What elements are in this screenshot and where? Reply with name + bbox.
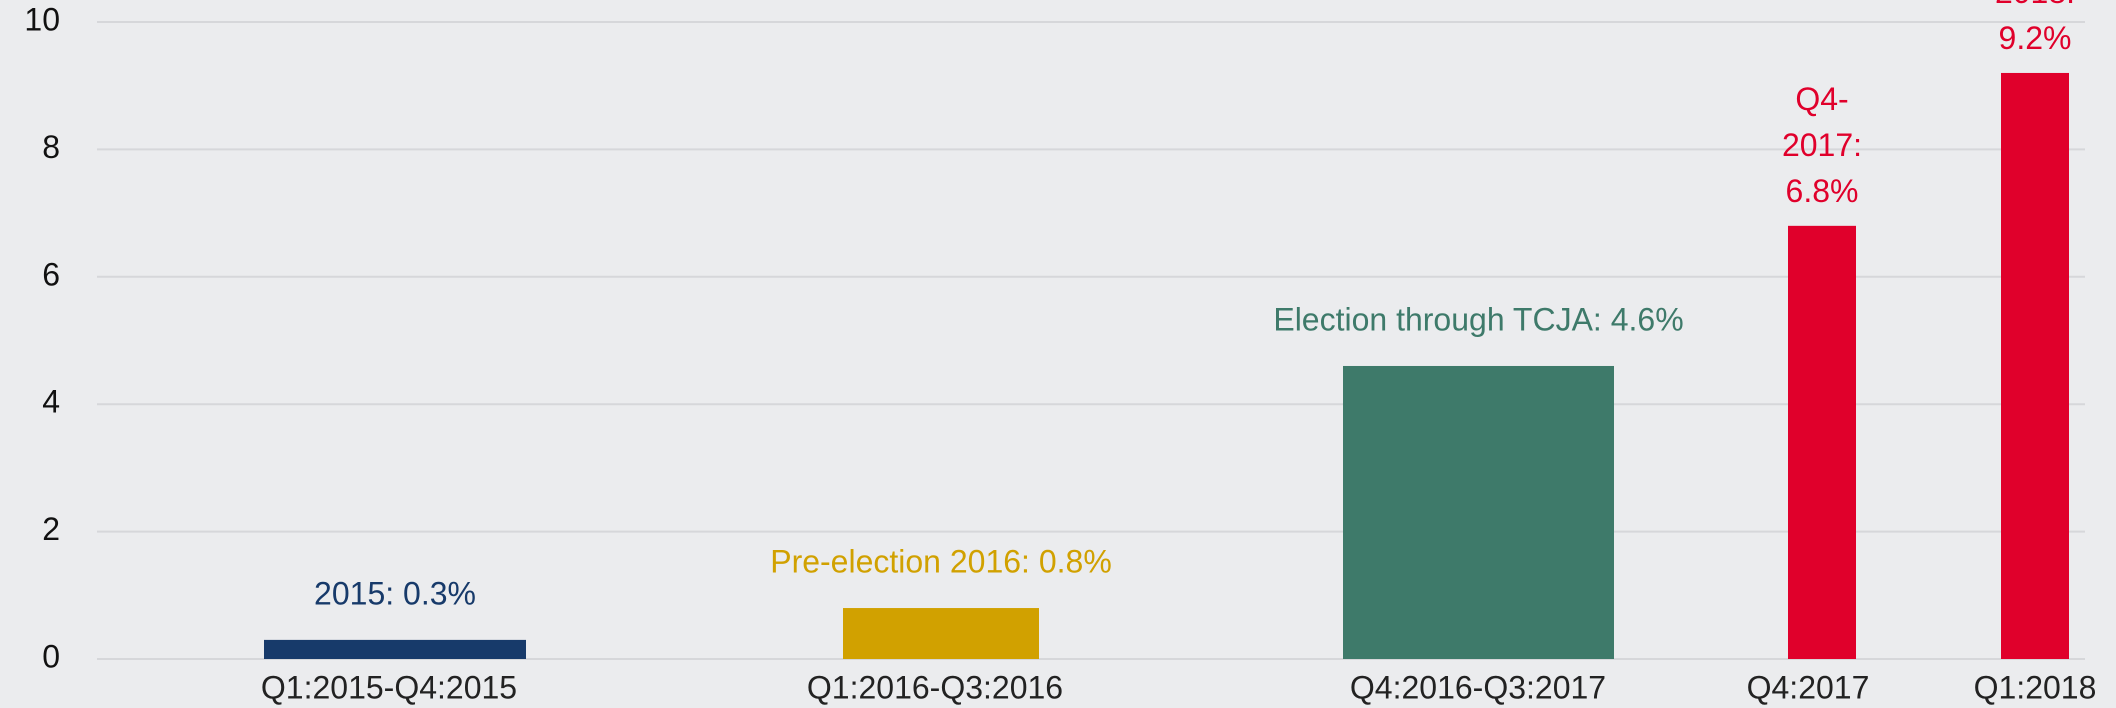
x-tick-label: Q1:2018 xyxy=(1974,669,2097,705)
y-tick-label: 10 xyxy=(24,1,60,37)
data-label: 2015: 0.3% xyxy=(314,575,476,611)
data-label-line: 2018: xyxy=(1995,0,2075,10)
data-label-line: 2017: xyxy=(1782,127,1862,163)
data-label: Q1-2018:9.2% xyxy=(1995,0,2075,56)
data-label-line: Q4- xyxy=(1795,81,1848,117)
y-tick-label: 6 xyxy=(42,256,60,292)
x-tick-label: Q4:2017 xyxy=(1747,669,1870,705)
bar xyxy=(264,639,526,659)
data-label: Election through TCJA: 4.6% xyxy=(1273,301,1683,337)
y-tick-label: 2 xyxy=(42,511,60,547)
bar xyxy=(843,608,1039,659)
y-tick-label: 4 xyxy=(42,384,60,420)
y-tick-label: 0 xyxy=(42,638,60,674)
data-label-line: 6.8% xyxy=(1786,173,1859,209)
bar xyxy=(1343,365,1614,659)
data-label: Q4- 2017: 6.8% xyxy=(1782,81,1862,209)
x-tick-label: Q1:2016-Q3:2016 xyxy=(807,669,1063,705)
y-tick-label: 8 xyxy=(42,129,60,165)
data-label-line: 9.2% xyxy=(1999,20,2072,56)
x-tick-label: Q1:2015-Q4:2015 xyxy=(261,669,517,705)
bar xyxy=(2001,72,2069,659)
data-label: Pre-election 2016: 0.8% xyxy=(770,543,1112,579)
x-tick-label: Q4:2016-Q3:2017 xyxy=(1350,669,1606,705)
bar xyxy=(1788,225,1856,659)
